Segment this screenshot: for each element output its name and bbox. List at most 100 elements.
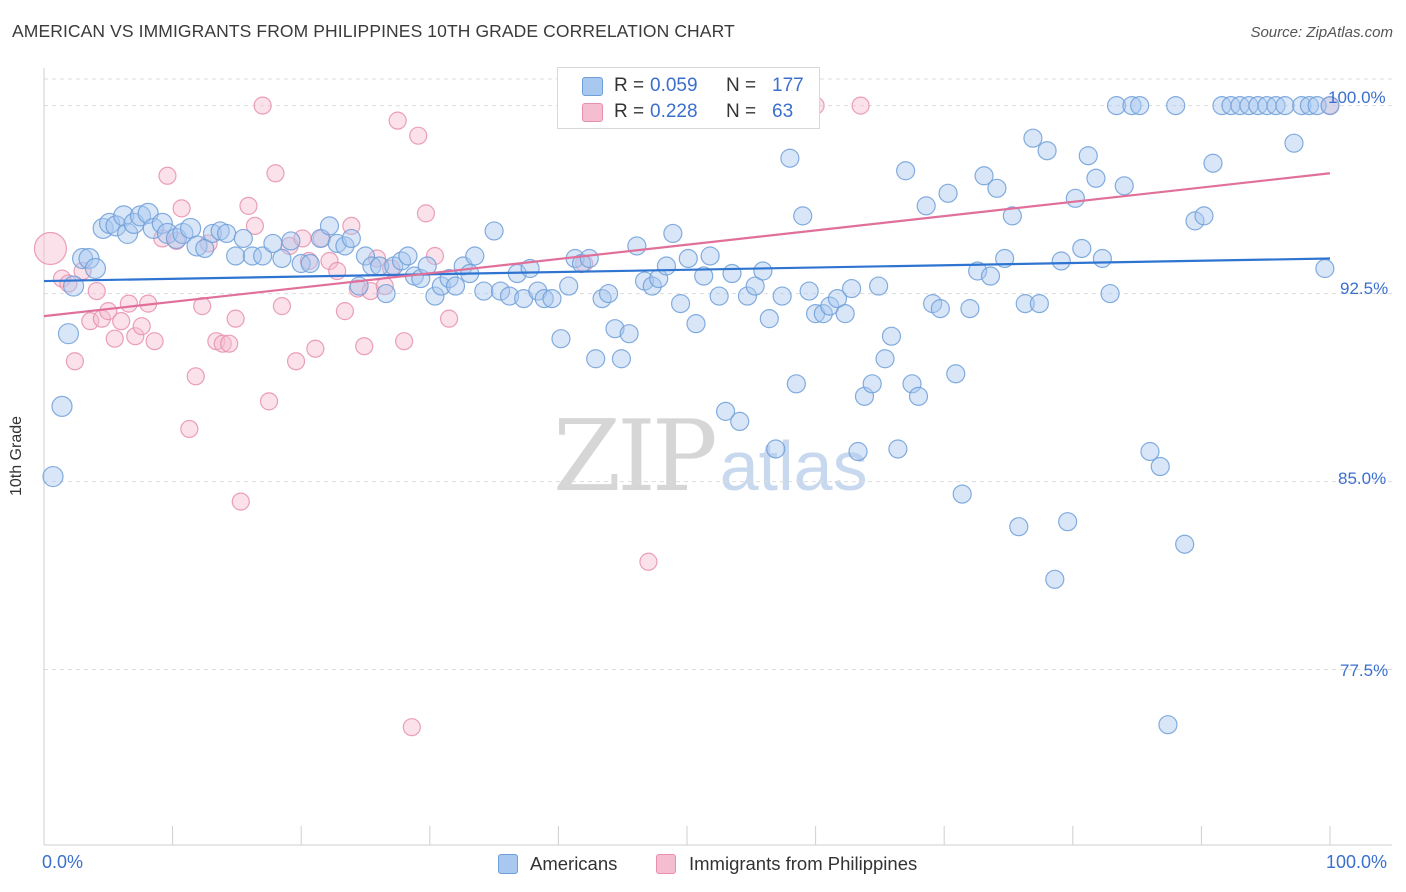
americans-point — [869, 276, 889, 296]
americans-point — [598, 283, 619, 304]
y-tick-label: 100.0% — [1328, 88, 1386, 107]
r-value-philippines: 0.228 — [650, 101, 698, 122]
americans-point — [619, 324, 639, 344]
americans-point — [908, 386, 929, 406]
americans-point — [490, 281, 511, 301]
americans-point — [1009, 517, 1029, 537]
americans-point — [78, 247, 100, 270]
americans-trend-line — [43, 257, 1331, 283]
americans-point — [1065, 188, 1085, 208]
americans-point — [202, 223, 223, 244]
americans-point — [835, 304, 855, 324]
philippines-point — [126, 327, 145, 346]
americans-point — [1045, 569, 1065, 589]
americans-point — [474, 281, 494, 301]
americans-point — [1002, 206, 1022, 226]
americans-point — [737, 286, 758, 306]
americans-point — [534, 288, 554, 309]
americans-point — [960, 299, 980, 319]
americans-point — [1114, 176, 1134, 196]
americans-swatch — [498, 854, 518, 874]
philippines-point — [402, 718, 421, 737]
americans-point — [1051, 251, 1071, 271]
americans-point — [938, 183, 958, 203]
americans-point — [820, 296, 840, 316]
americans-point — [84, 257, 107, 280]
americans-point — [722, 263, 742, 284]
philippines-point — [253, 96, 272, 115]
stats-legend: R = 0.059 N = 177 R = 0.228 N = 63 — [557, 67, 820, 129]
americans-point — [391, 251, 412, 271]
americans-point — [1023, 128, 1043, 148]
americans-point — [772, 286, 792, 306]
philippines-point — [639, 552, 658, 571]
philippines-point — [439, 309, 459, 328]
americans-point — [272, 248, 292, 269]
americans-point — [1299, 95, 1320, 116]
americans-point — [968, 261, 988, 281]
americans-point — [579, 248, 599, 269]
x-max-label: 100.0% — [1326, 852, 1388, 872]
americans-point — [51, 395, 73, 417]
axis-layer — [43, 68, 1392, 846]
americans-point — [745, 276, 765, 296]
americans-point — [217, 223, 237, 244]
legend-row-americans: R = 0.059 N = 177 — [558, 74, 819, 100]
philippines-point — [851, 96, 870, 115]
philippines-point — [409, 126, 428, 145]
americans-point — [551, 329, 571, 349]
y-tick-label: 85.0% — [1338, 469, 1387, 488]
philippines-point — [87, 281, 106, 301]
americans-point — [1150, 456, 1170, 477]
americans-point — [1037, 141, 1057, 161]
philippines-point — [213, 334, 232, 353]
americans-point — [1320, 95, 1340, 116]
philippines-point — [112, 312, 131, 331]
americans-point — [605, 319, 625, 339]
americans-point — [813, 304, 833, 324]
philippines-point — [186, 367, 205, 386]
americans-point — [116, 222, 139, 245]
americans-point — [1315, 258, 1335, 279]
americans-point — [700, 246, 720, 266]
americans-point — [786, 374, 806, 394]
americans-point — [902, 374, 922, 394]
americans-point — [1166, 95, 1186, 116]
philippines-point — [286, 352, 306, 371]
americans-point — [670, 294, 691, 314]
philippines-swatch — [656, 854, 676, 874]
americans-point — [842, 278, 862, 299]
philippines-point — [132, 317, 151, 336]
philippines-point — [231, 492, 250, 511]
americans-point — [57, 323, 80, 345]
americans-points — [42, 95, 1340, 735]
americans-point — [1058, 512, 1078, 532]
americans-point — [663, 223, 683, 244]
americans-point — [888, 439, 908, 459]
americans-point — [425, 286, 445, 306]
philippines-points — [33, 96, 1340, 737]
americans-point — [730, 411, 750, 432]
chart-title: AMERICAN VS IMMIGRANTS FROM PHILIPPINES … — [12, 21, 735, 41]
americans-point — [656, 256, 677, 276]
americans-point — [327, 233, 347, 254]
americans-point — [253, 246, 273, 266]
americans-point — [709, 286, 729, 306]
watermark-atlas: atlas — [719, 427, 868, 505]
americans-point — [946, 364, 966, 384]
philippines-point — [361, 281, 380, 301]
americans-point — [1292, 95, 1312, 116]
americans-point — [1140, 441, 1160, 462]
philippines-trend-line — [43, 172, 1331, 318]
x-min-label: 0.0% — [42, 852, 84, 872]
americans-point — [42, 465, 64, 488]
philippines-point — [180, 419, 199, 439]
americans-point — [987, 178, 1007, 198]
americans-point — [1106, 95, 1127, 116]
philippines-point — [272, 297, 292, 316]
philippines-point — [119, 294, 138, 313]
americans-point — [355, 246, 376, 266]
americans-point — [642, 276, 662, 296]
blue-swatch — [582, 77, 603, 96]
americans-point — [793, 206, 813, 226]
